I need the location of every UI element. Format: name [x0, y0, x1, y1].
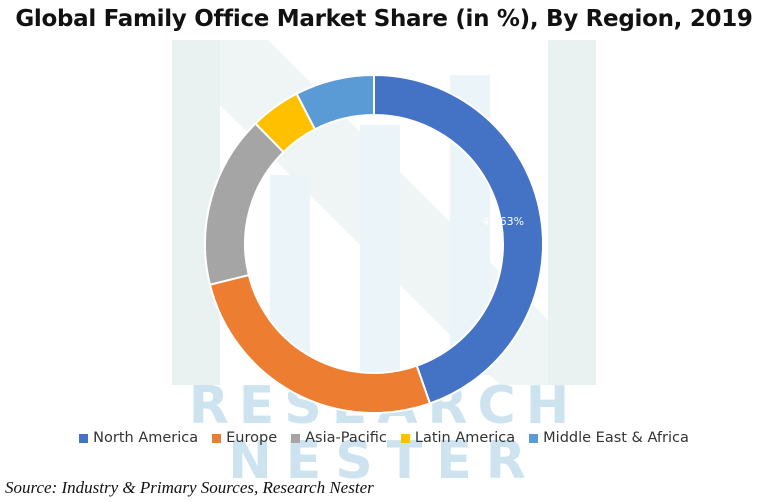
- legend-label: Asia-Pacific: [305, 430, 387, 446]
- data-label: 44.63%: [482, 215, 524, 228]
- legend-label: Europe: [226, 430, 278, 446]
- legend-swatch: [291, 433, 301, 443]
- chart-title: Global Family Office Market Share (in %)…: [15, 6, 753, 32]
- legend-item: North America: [79, 430, 198, 446]
- legend-label: Middle East & Africa: [543, 430, 689, 446]
- slice-north-america: [373, 73, 544, 405]
- legend-swatch: [212, 433, 222, 443]
- legend-item: Middle East & Africa: [529, 430, 689, 446]
- watermark-nester: NESTER: [228, 431, 540, 491]
- legend-label: Latin America: [414, 430, 516, 446]
- slice-europe: [208, 273, 432, 414]
- legend-item: Asia-Pacific: [291, 430, 387, 446]
- legend-swatch: [79, 433, 89, 443]
- legend-item: Latin America: [400, 430, 516, 446]
- source-note: Source: Industry & Primary Sources, Rese…: [5, 478, 374, 497]
- slice-asia-pacific: [204, 122, 285, 286]
- legend-swatch: [400, 433, 410, 443]
- legend-swatch: [529, 433, 539, 443]
- legend-item: Europe: [212, 430, 277, 446]
- slice-middle-east-africa: [295, 73, 375, 131]
- legend: North America Europe Asia-Pacific Latin Ame…: [0, 430, 768, 446]
- legend-label: North America: [93, 430, 199, 446]
